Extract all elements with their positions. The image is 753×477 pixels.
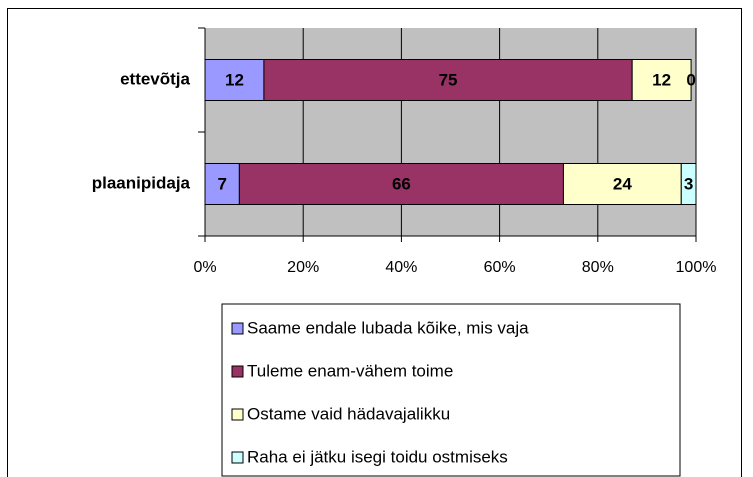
bar-segment [680, 163, 697, 205]
legend-label: Saame endale lubada kõike, mis vaja [247, 318, 529, 337]
data-label: 24 [613, 174, 632, 193]
legend-label: Raha ei jätku isegi toidu ostmiseks [247, 447, 508, 466]
data-label: 0 [686, 70, 695, 89]
x-tick-label: 80% [582, 259, 614, 276]
legend-label: Ostame vaid hädavajalikku [247, 404, 450, 423]
x-tick-label: 60% [484, 259, 516, 276]
legend-swatch [231, 451, 244, 464]
data-label: 3 [684, 174, 693, 193]
bar-segment [562, 163, 682, 205]
x-tick-label: 20% [287, 259, 319, 276]
y-tick-label: ettevõtja [120, 69, 190, 88]
legend-swatch [231, 322, 244, 335]
x-tick-label: 0% [193, 259, 216, 276]
data-label: 12 [225, 70, 244, 89]
bar-segment [263, 59, 633, 101]
data-label: 7 [217, 174, 226, 193]
legend-label: Tuleme enam-vähem toime [247, 361, 453, 380]
bar-segment [204, 163, 240, 205]
legend-swatch [231, 365, 244, 378]
y-tick-label: plaanipidaja [92, 173, 191, 192]
legend-swatch [231, 408, 244, 421]
x-tick-label: 40% [385, 259, 417, 276]
bar-segment [631, 59, 692, 101]
data-label: 66 [392, 174, 411, 193]
data-label: 12 [652, 70, 671, 89]
x-tick-label: 100% [676, 259, 717, 276]
data-label: 75 [439, 70, 458, 89]
bar-segment [204, 59, 265, 101]
legend-box [221, 303, 681, 477]
